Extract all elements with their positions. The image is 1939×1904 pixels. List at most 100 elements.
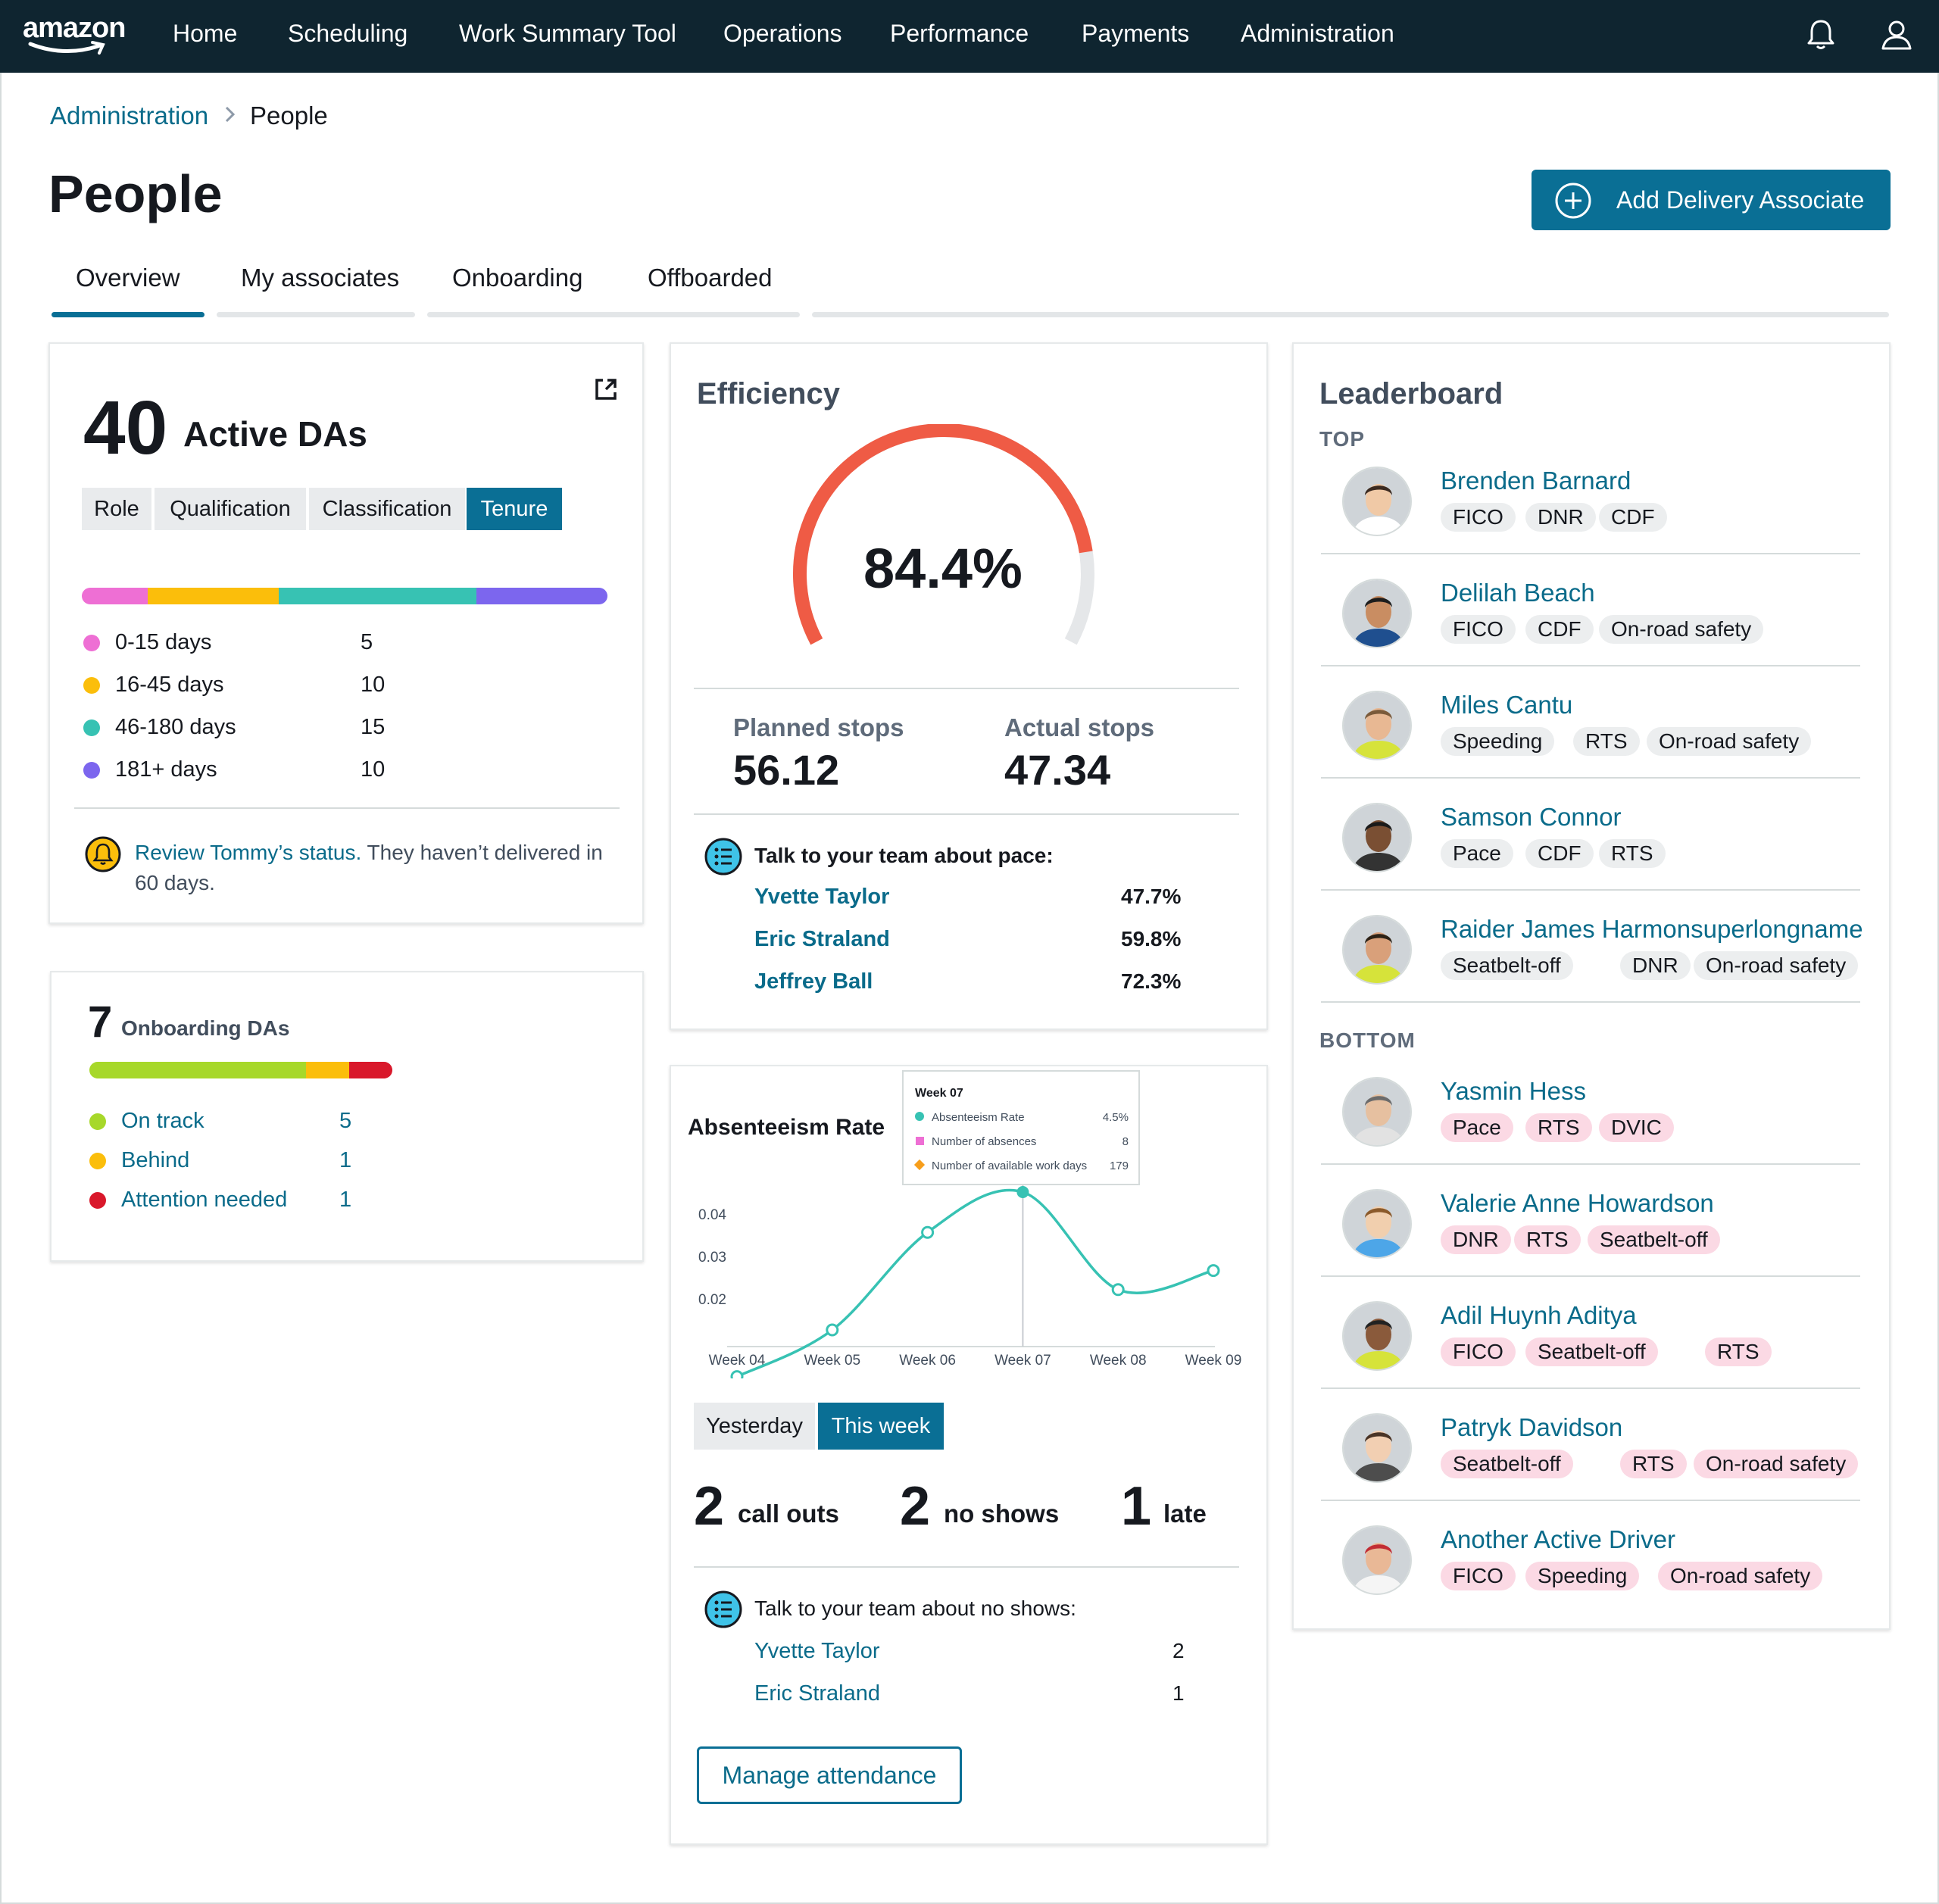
tag-chip: DNR — [1525, 503, 1596, 532]
legend-label: 16-45 days — [115, 673, 224, 697]
tooltip-row-value: 8 — [1122, 1135, 1129, 1148]
breadcrumb-administration[interactable]: Administration — [50, 101, 209, 130]
user-icon[interactable] — [1878, 17, 1915, 53]
legend-label: 0-15 days — [115, 630, 212, 654]
avatar — [1342, 691, 1412, 760]
avatar-photo — [1344, 1191, 1410, 1257]
tenure-bar-segment — [82, 588, 148, 604]
legend-dot — [83, 677, 100, 694]
nav-scheduling[interactable]: Scheduling — [288, 20, 408, 47]
call-outs-label: call outs — [738, 1500, 839, 1528]
data-point — [1111, 1283, 1125, 1297]
leaderboard-title: Leaderboard — [1319, 377, 1503, 410]
absenteeism-card — [670, 1065, 1268, 1845]
leaderboard-name-link[interactable]: Patryk Davidson — [1441, 1413, 1623, 1441]
leaderboard-name-link[interactable]: Brenden Barnard — [1441, 467, 1631, 495]
tag-chip: On-road safety — [1694, 1450, 1859, 1478]
leaderboard-name-link[interactable]: Adil Huynh Aditya — [1441, 1301, 1637, 1329]
tag-chip: DVIC — [1599, 1113, 1674, 1142]
absenteeism-series-line — [736, 1188, 1214, 1378]
tab-onboarding[interactable]: Onboarding — [452, 264, 583, 292]
tag-chip: Speeding — [1441, 727, 1555, 756]
tooltip-row-label: Number of available work days — [932, 1160, 1087, 1172]
tag-chip: CDF — [1599, 503, 1667, 532]
tooltip-title: Week 07 — [915, 1087, 963, 1100]
pace-person-link[interactable]: Eric Straland — [754, 927, 890, 951]
toggle-yesterday[interactable]: Yesterday — [694, 1403, 815, 1450]
leaderboard-card — [1292, 342, 1891, 1630]
call-outs-count: 2 — [694, 1476, 725, 1537]
legend-value: 5 — [339, 1109, 352, 1133]
nav-home[interactable]: Home — [173, 20, 238, 47]
add-delivery-associate-button[interactable]: Add Delivery Associate — [1532, 170, 1891, 230]
bell-icon[interactable] — [1803, 17, 1839, 53]
amazon-logo[interactable]: amazon — [23, 12, 129, 58]
avatar-photo — [1344, 1303, 1410, 1369]
leaderboard-name-link[interactable]: Samson Connor — [1441, 803, 1622, 831]
pace-talk-label: Talk to your team about pace: — [754, 844, 1054, 867]
avatar-photo — [1344, 916, 1410, 983]
noshow-person-link[interactable]: Eric Straland — [754, 1681, 881, 1706]
avatar-photo — [1344, 804, 1410, 871]
onboarding-status-link[interactable]: Behind — [121, 1148, 190, 1172]
pace-person-value: 72.3% — [1121, 969, 1182, 993]
divider — [694, 688, 1239, 689]
external-link-icon[interactable] — [592, 376, 620, 403]
leaderboard-name-link[interactable]: Valerie Anne Howardson — [1441, 1189, 1714, 1217]
x-tick-label: Week 04 — [709, 1353, 766, 1369]
tab-underline — [812, 312, 1889, 317]
divider — [1321, 665, 1860, 666]
leaderboard-name-link[interactable]: Another Active Driver — [1441, 1525, 1675, 1553]
nav-performance[interactable]: Performance — [890, 20, 1029, 47]
leaderboard-name-link[interactable]: Yasmin Hess — [1441, 1077, 1586, 1105]
avatar — [1342, 579, 1412, 648]
leaderboard-name-link[interactable]: Miles Cantu — [1441, 691, 1573, 719]
data-point — [730, 1370, 744, 1378]
onboarding-status-link[interactable]: Attention needed — [121, 1188, 288, 1212]
segment-classification[interactable]: Classification — [309, 488, 465, 530]
tab-offboarded[interactable]: Offboarded — [648, 264, 773, 292]
x-tick-label: Week 08 — [1090, 1353, 1147, 1369]
tag-chip: FICO — [1441, 615, 1516, 644]
nav-payments[interactable]: Payments — [1082, 20, 1190, 47]
review-status-link[interactable]: Review Tommy’s status. — [135, 841, 362, 864]
pace-person-value: 59.8% — [1121, 927, 1182, 950]
actual-stops-value: 47.34 — [1004, 746, 1111, 794]
tag-chip: On-road safety — [1599, 615, 1764, 644]
onboarding-bar-segment — [348, 1062, 392, 1078]
pace-person-link[interactable]: Jeffrey Ball — [754, 969, 873, 994]
segment-qualification[interactable]: Qualification — [155, 488, 306, 530]
segment-tenure[interactable]: Tenure — [467, 488, 562, 530]
tag-chip: Speeding — [1525, 1562, 1640, 1590]
nav-operations[interactable]: Operations — [723, 20, 842, 47]
x-tick-label: Week 06 — [899, 1353, 956, 1369]
leaderboard-name-link[interactable]: Raider James Harmonsuperlongname — [1441, 915, 1863, 943]
tag-chip: Seatbelt-off — [1588, 1225, 1720, 1254]
nav-work-summary-tool[interactable]: Work Summary Tool — [459, 20, 676, 47]
tab-my-associates[interactable]: My associates — [241, 264, 400, 292]
alert-text-line2: 60 days. — [135, 871, 215, 894]
toggle-this-week[interactable]: This week — [818, 1403, 944, 1450]
tag-chip: RTS — [1599, 839, 1666, 868]
tag-chip: Seatbelt-off — [1525, 1337, 1658, 1366]
legend-label: 46-180 days — [115, 715, 236, 739]
legend-dot — [83, 635, 100, 651]
legend-value: 1 — [339, 1148, 352, 1172]
actual-stops-label: Actual stops — [1004, 713, 1155, 741]
breadcrumb-current: People — [250, 101, 328, 130]
noshow-person-link[interactable]: Yvette Taylor — [754, 1639, 880, 1663]
legend-value: 1 — [339, 1188, 352, 1212]
onboarding-status-link[interactable]: On track — [121, 1109, 205, 1133]
alert-text: They haven’t delivered in — [361, 841, 603, 864]
nav-administration[interactable]: Administration — [1241, 20, 1394, 47]
leaderboard-name-link[interactable]: Delilah Beach — [1441, 579, 1595, 607]
x-tick-label: Week 07 — [994, 1353, 1051, 1369]
segment-role[interactable]: Role — [82, 488, 151, 530]
tag-chip: RTS — [1525, 1113, 1592, 1142]
manage-attendance-button[interactable]: Manage attendance — [697, 1746, 962, 1804]
pace-person-link[interactable]: Yvette Taylor — [754, 885, 890, 909]
y-tick-label: 0.03 — [698, 1250, 726, 1266]
tab-overview[interactable]: Overview — [76, 264, 180, 292]
tag-chip: FICO — [1441, 1562, 1516, 1590]
noshow-talk-label: Talk to your team about no shows: — [754, 1597, 1076, 1620]
